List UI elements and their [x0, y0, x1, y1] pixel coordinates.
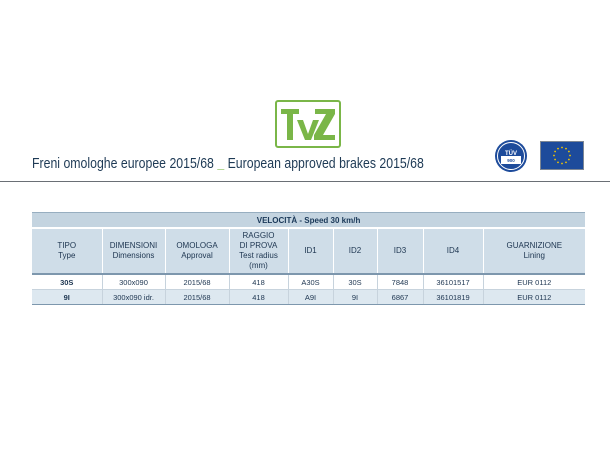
- cell-test-radius: 418: [228, 289, 288, 305]
- cell-dimensions: 300x090: [101, 274, 165, 290]
- cell-lining: EUR 0112: [482, 274, 586, 290]
- tuv-certification-icon: TÜV 900: [494, 139, 528, 173]
- tuv-bottom-text: 900: [507, 158, 515, 163]
- cell-id2: 9I: [332, 289, 377, 305]
- eu-flag-icon: [540, 141, 584, 170]
- column-header-dimensions: DIMENSIONI Dimensions: [101, 228, 165, 275]
- cell-lining: EUR 0112: [482, 289, 586, 305]
- cell-type: 9I: [32, 289, 102, 305]
- header-divider: [0, 181, 610, 182]
- title-english: European approved brakes 2015/68: [227, 155, 424, 172]
- column-header-id4: ID4: [422, 228, 483, 275]
- column-header-id3: ID3: [376, 228, 423, 275]
- brakes-table: VELOCITÀ - Speed 30 km/h TIPO Type DIMENS…: [32, 212, 586, 305]
- column-header-id2: ID2: [332, 228, 377, 275]
- column-header-approval: OMOLOGA Approval: [164, 228, 229, 275]
- cell-id1: A9I: [287, 289, 333, 305]
- cell-approval: 2015/68: [164, 274, 229, 290]
- cell-dimensions: 300x090 idr.: [101, 289, 165, 305]
- column-header-test-radius: RAGGIO DI PROVA Test radius (mm): [228, 228, 288, 275]
- tuv-top-text: TÜV: [505, 150, 517, 157]
- cell-id3: 7848: [376, 274, 423, 290]
- cell-approval: 2015/68: [164, 289, 229, 305]
- cell-id2: 30S: [332, 274, 377, 290]
- page-title: Freni omologhe europee 2015/68 _ Europea…: [32, 155, 424, 172]
- title-italian: Freni omologhe europee 2015/68: [32, 155, 214, 172]
- table-row: 9I 300x090 idr. 2015/68 418 A9I 9I 6867 …: [32, 289, 586, 305]
- tvz-logo-icon: [281, 109, 335, 140]
- title-separator: _: [217, 155, 225, 172]
- cell-id3: 6867: [376, 289, 423, 305]
- cell-id1: A30S: [287, 274, 333, 290]
- cell-type: 30S: [32, 274, 102, 290]
- column-header-lining: GUARNIZIONE Lining: [482, 228, 586, 275]
- column-header-type: TIPO Type: [32, 228, 102, 275]
- cell-test-radius: 418: [228, 274, 288, 290]
- table-row: 30S 300x090 2015/68 418 A30S 30S 7848 36…: [32, 274, 586, 290]
- column-header-id1: ID1: [287, 228, 333, 275]
- speed-caption: VELOCITÀ - Speed 30 km/h: [32, 212, 586, 229]
- cell-id4: 36101517: [422, 274, 483, 290]
- tvz-logo: [275, 100, 341, 148]
- cell-id4: 36101819: [422, 289, 483, 305]
